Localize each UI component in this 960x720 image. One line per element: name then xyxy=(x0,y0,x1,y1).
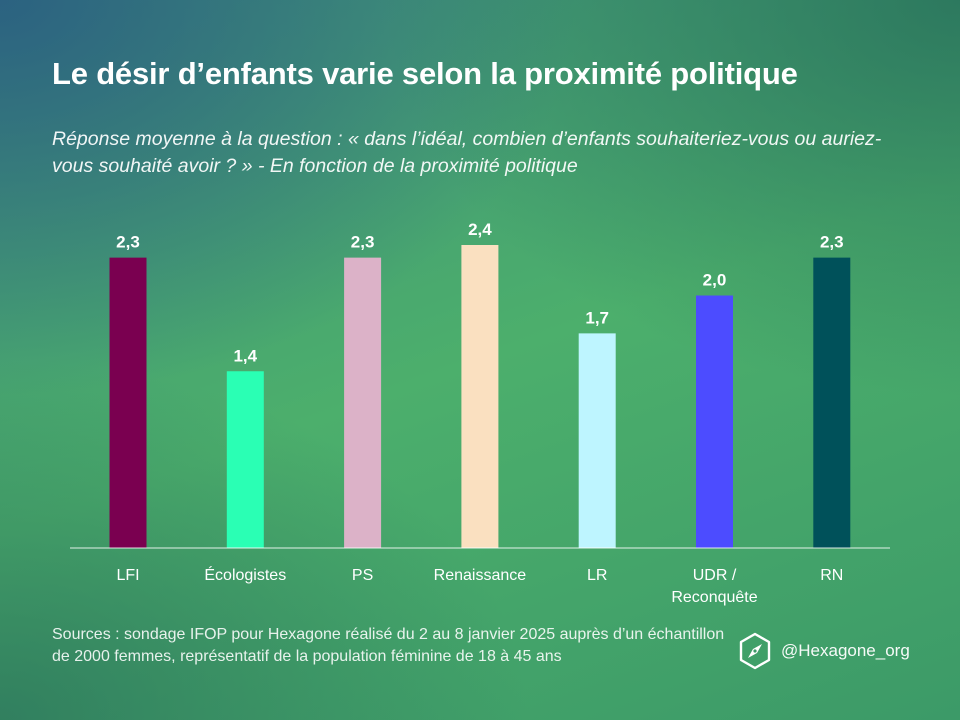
bar-lr xyxy=(578,333,616,548)
value-label-renaissance: 2,4 xyxy=(468,220,492,239)
hexagon-compass-icon xyxy=(739,632,771,670)
bar-renaissance xyxy=(461,245,499,548)
category-label-lr: LR xyxy=(587,567,607,584)
category-label-lfi: LFI xyxy=(116,567,139,584)
value-label-rn: 2,3 xyxy=(820,233,844,252)
bar-lfi xyxy=(109,257,147,548)
category-label-ecologistes: Écologistes xyxy=(204,565,286,584)
bars-group xyxy=(109,245,851,548)
value-label-lr: 1,7 xyxy=(585,308,609,327)
bar-udr-reconquete xyxy=(696,295,733,548)
brand: @Hexagone_org xyxy=(738,632,910,670)
category-labels-group: LFI Écologistes PS Renaissance LR UDR / Reconq… xyxy=(116,565,843,606)
brand-handle: @Hexagone_org xyxy=(781,641,910,660)
category-label-ps: PS xyxy=(352,567,373,584)
value-label-udr-reconquete: 2,0 xyxy=(703,271,727,290)
bar-ps xyxy=(344,257,382,548)
sources-note: Sources : sondage IFOP pour Hexagone réa… xyxy=(52,626,725,665)
chart-title: Le désir d’enfants varie selon la proxim… xyxy=(52,56,798,91)
chart-subtitle: Réponse moyenne à la question : « dans l… xyxy=(52,128,882,177)
value-label-ecologistes: 1,4 xyxy=(233,346,257,365)
value-labels-group: 2,3 1,4 2,3 2,4 1,7 2,0 2,3 xyxy=(116,220,843,365)
category-label-rn: RN xyxy=(820,567,843,584)
category-label-renaissance: Renaissance xyxy=(434,567,527,584)
bar-ecologistes xyxy=(226,371,264,548)
value-label-ps: 2,3 xyxy=(351,233,375,252)
bar-chart: 2,3 1,4 2,3 2,4 1,7 2,0 2,3 LFI Écologistes PS Re… xyxy=(70,220,890,606)
value-label-lfi: 2,3 xyxy=(116,233,140,252)
category-label-udr-reconquete: UDR / Reconquête xyxy=(671,567,757,606)
bar-rn xyxy=(813,257,851,548)
